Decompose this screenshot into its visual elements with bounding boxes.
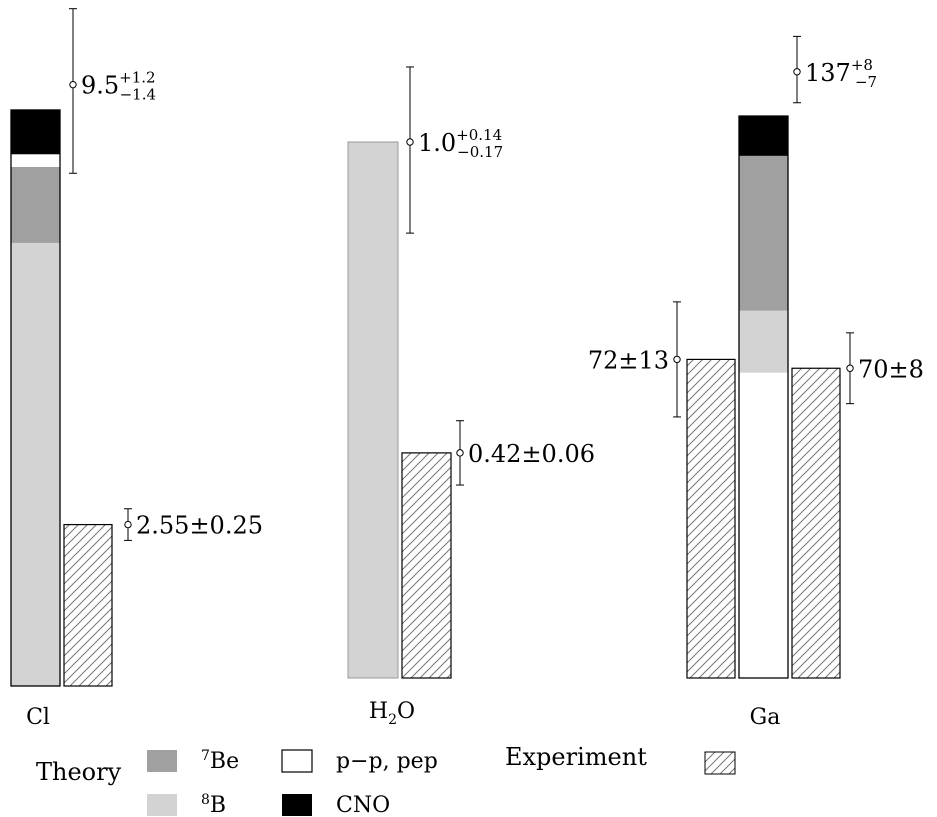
legend-label-8B: 8B xyxy=(201,792,226,817)
value-label-sub-h2o-theory: −0.17 xyxy=(457,143,503,161)
legend-label-pp_pep: p−p, pep xyxy=(336,749,438,774)
value-label-main-ga-theory: 137 xyxy=(805,59,851,87)
theory-outline-cl xyxy=(10,109,61,687)
theory-outline-ga xyxy=(738,115,789,679)
errorbar-cl-theory xyxy=(69,8,77,174)
errorbar-cl-exp-0 xyxy=(124,508,132,541)
value-label-cl-theory: 9.5+1.2 −1.4 xyxy=(81,69,156,104)
value-label-main-h2o-theory: 1.0 xyxy=(418,129,456,157)
errorbar-h2o-theory xyxy=(406,66,414,234)
theory-segment-cl-CNO xyxy=(11,109,60,155)
value-label-ga-exp-1: 70±8 xyxy=(858,355,924,383)
experiment-bar-ga-1 xyxy=(791,367,841,679)
value-label-sup-cl-theory: +1.2 xyxy=(119,69,155,87)
legend-swatch-CNO xyxy=(282,794,312,816)
legend-experiment-label: Experiment xyxy=(505,743,647,771)
value-label-sub-cl-theory: −1.4 xyxy=(120,86,156,104)
experiment-bar-h2o-0 xyxy=(401,452,452,679)
value-label-cl-exp-0: 2.55±0.25 xyxy=(136,512,263,540)
experiment-bar-ga-0 xyxy=(686,358,736,679)
value-label-h2o-theory: 1.0+0.14 −0.17 xyxy=(418,126,503,161)
category-label-h2o: H2O xyxy=(369,699,415,728)
value-label-sup-ga-theory: +8 xyxy=(851,56,873,74)
value-label-main-h2o-exp-0: 0.42±0.06 xyxy=(468,440,595,468)
theory-bar-ga xyxy=(738,115,789,679)
errorbar-ga-exp-1 xyxy=(846,332,854,405)
theory-segment-ga-pp_pep xyxy=(739,372,788,678)
value-label-main-cl-exp-0: 2.55±0.25 xyxy=(136,512,263,540)
theory-segment-ga-8B xyxy=(739,310,788,373)
legend-theory-label: Theory xyxy=(36,758,122,786)
legend-swatch-8B xyxy=(147,794,177,816)
category-label-cl: Cl xyxy=(26,705,50,730)
category-label-ga: Ga xyxy=(750,705,781,730)
errorbar-ga-theory xyxy=(793,35,801,104)
value-label-main-ga-exp-1: 70±8 xyxy=(858,355,924,383)
theory-segment-cl-7Be xyxy=(11,166,60,243)
theory-bar-cl xyxy=(10,109,61,687)
errorbar-ga-exp-0 xyxy=(673,301,681,418)
legend-swatch-experiment xyxy=(704,751,736,775)
theory-outline-h2o xyxy=(347,141,399,679)
theory-segment-ga-CNO xyxy=(739,116,788,156)
legend-label-7Be: 7Be xyxy=(201,748,239,774)
theory-segment-cl-8B xyxy=(11,242,60,686)
legend-label-CNO: CNO xyxy=(336,793,390,817)
value-label-ga-exp-0: 72±13 xyxy=(588,346,669,374)
legend-swatch-7Be xyxy=(147,750,177,772)
value-label-h2o-exp-0: 0.42±0.06 xyxy=(468,440,595,468)
value-label-sup-h2o-theory: +0.14 xyxy=(456,126,502,144)
theory-bar-h2o xyxy=(347,141,399,679)
theory-segment-h2o-8B xyxy=(348,142,398,678)
experiment-bar-cl-0 xyxy=(63,523,113,687)
value-label-ga-theory: 137+8 −7 xyxy=(805,56,877,91)
value-label-main-cl-theory: 9.5 xyxy=(81,72,119,100)
value-label-sub-ga-theory: −7 xyxy=(855,73,877,91)
value-label-main-ga-exp-0: 72±13 xyxy=(588,346,669,374)
theory-segment-cl-pp_pep xyxy=(11,154,60,167)
errorbar-h2o-exp-0 xyxy=(456,420,464,486)
theory-segment-ga-7Be xyxy=(739,155,788,311)
legend-swatch-pp_pep xyxy=(281,749,313,773)
